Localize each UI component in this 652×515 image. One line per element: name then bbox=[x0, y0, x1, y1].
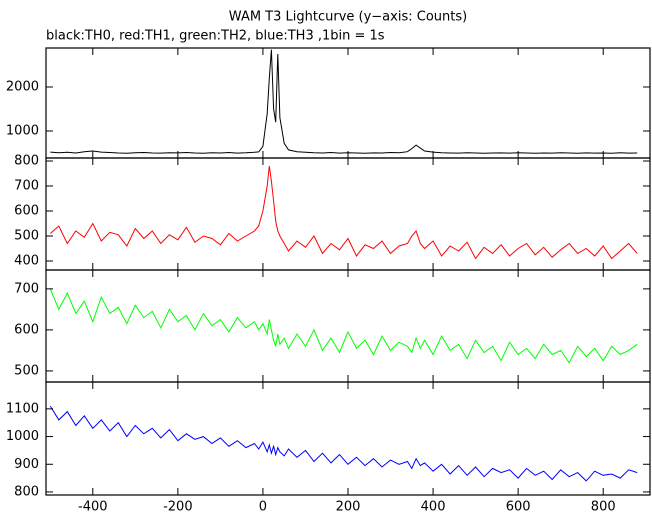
y-tick-label: 1000 bbox=[6, 123, 39, 138]
y-tick-label: 700 bbox=[14, 281, 39, 296]
light-curve bbox=[49, 288, 638, 364]
y-tick-label: 1100 bbox=[6, 401, 39, 416]
panel-frame bbox=[45, 47, 651, 159]
x-tick-label: 0 bbox=[259, 500, 267, 515]
x-tick-label: -200 bbox=[163, 500, 193, 515]
panel-frame bbox=[45, 269, 651, 383]
x-tick-label: 800 bbox=[591, 500, 616, 515]
y-tick-label: 600 bbox=[14, 322, 39, 337]
chart-title: WAM T3 Lightcurve (y−axis: Counts) bbox=[229, 10, 467, 25]
y-tick-label: 800 bbox=[14, 154, 39, 169]
y-tick-label: 500 bbox=[14, 363, 39, 378]
y-tick-label: 800 bbox=[14, 484, 39, 499]
light-curve bbox=[50, 49, 638, 154]
light-curve bbox=[49, 405, 638, 482]
x-tick-label: 200 bbox=[336, 500, 361, 515]
y-tick-label: 2000 bbox=[6, 79, 39, 94]
y-tick-label: 400 bbox=[14, 254, 39, 269]
chart-subtitle: black:TH0, red:TH1, green:TH2, blue:TH3 … bbox=[46, 29, 385, 44]
y-tick-label: 500 bbox=[14, 229, 39, 244]
y-tick-label: 700 bbox=[14, 179, 39, 194]
y-tick-label: 1000 bbox=[6, 429, 39, 444]
light-curve bbox=[49, 165, 638, 260]
panel-frame bbox=[45, 157, 651, 271]
y-tick-label: 600 bbox=[14, 204, 39, 219]
x-tick-label: -400 bbox=[78, 500, 108, 515]
x-tick-label: 400 bbox=[421, 500, 446, 515]
x-tick-label: 600 bbox=[506, 500, 531, 515]
panel-frame bbox=[45, 381, 651, 496]
y-tick-label: 900 bbox=[14, 457, 39, 472]
